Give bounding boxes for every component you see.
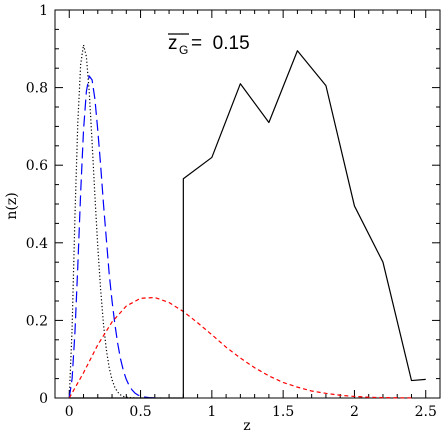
y-tick-label: 0.8 <box>26 81 48 97</box>
axis-ticks <box>54 9 441 399</box>
plot-frame <box>54 9 441 399</box>
y-tick-labels: 0 0.2 0.4 0.6 0.8 1 <box>26 3 48 407</box>
x-tick-label: 2.5 <box>415 404 437 420</box>
x-tick-labels: 0 0.5 1 1.5 2 2.5 <box>65 404 437 420</box>
mean-redshift-annotation: z G = 0.15 <box>168 33 250 57</box>
x-tick-label: 1 <box>207 404 216 420</box>
annotation-z: z <box>168 33 178 54</box>
series-line-short-dash <box>68 296 412 399</box>
series-line-dotted <box>68 44 141 399</box>
y-tick-label: 0 <box>39 391 48 407</box>
x-tick-label: 1.5 <box>272 404 294 420</box>
y-tick-label: 1 <box>39 3 48 19</box>
x-tick-label: 0 <box>65 404 74 420</box>
series-line-solid <box>69 50 426 399</box>
y-axis-label: n(z) <box>4 192 20 219</box>
annotation-subscript: G <box>179 43 188 57</box>
y-tick-label: 0.6 <box>26 158 48 174</box>
series-lines <box>68 44 426 399</box>
x-axis-label: z <box>243 418 250 434</box>
y-tick-label: 0.4 <box>26 236 48 252</box>
x-tick-label: 0.5 <box>129 404 151 420</box>
x-tick-label: 2 <box>350 404 359 420</box>
series-line-long-dash <box>68 75 161 399</box>
annotation-value: = 0.15 <box>191 33 250 54</box>
y-tick-label: 0.2 <box>26 313 48 329</box>
